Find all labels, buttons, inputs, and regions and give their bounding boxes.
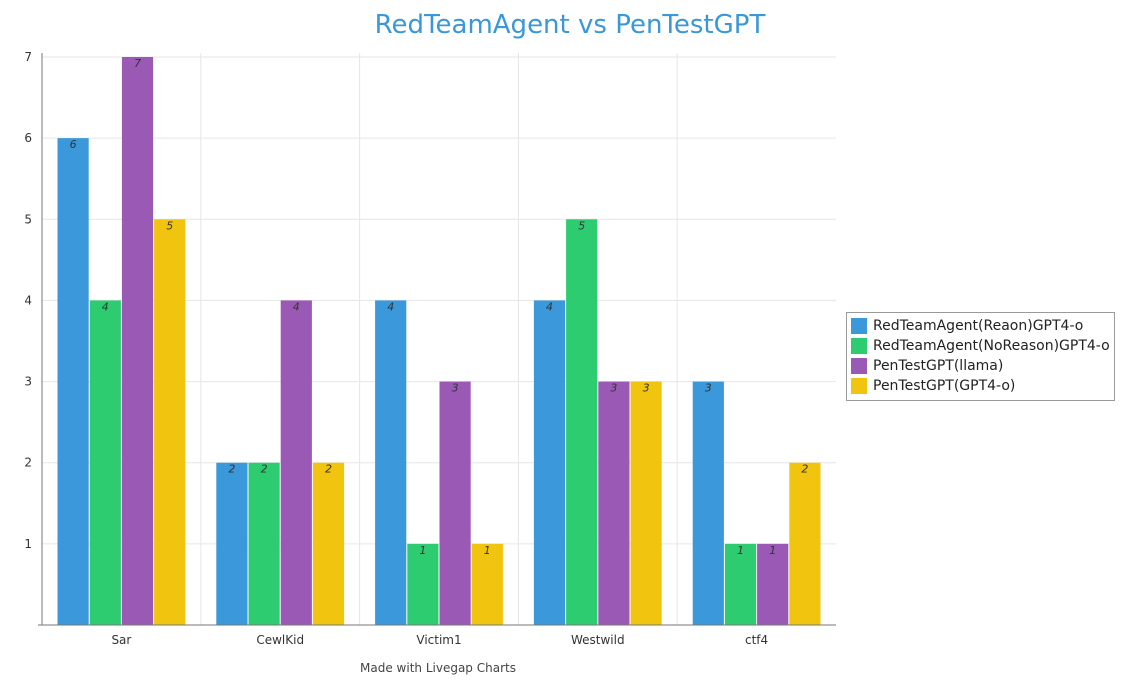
y-tick-label: 4 (24, 293, 32, 307)
data-label: 2 (261, 463, 268, 476)
data-label: 2 (801, 463, 808, 476)
y-tick-label: 1 (24, 537, 32, 551)
data-label: 5 (578, 219, 585, 232)
footer-credit: Made with Livegap Charts (360, 661, 516, 675)
data-label: 1 (769, 544, 776, 557)
legend-item[interactable]: PenTestGPT(GPT4-o) (851, 376, 1114, 396)
legend-swatch (851, 338, 867, 354)
bar (216, 462, 248, 625)
chart-title: RedTeamAgent vs PenTestGPT (374, 10, 766, 40)
bar (89, 300, 121, 625)
data-label: 5 (166, 219, 173, 232)
legend-swatch (851, 378, 867, 394)
bar (121, 57, 154, 625)
data-label: 1 (484, 544, 491, 557)
data-label: 3 (610, 382, 617, 395)
bar (407, 543, 439, 625)
bar (154, 219, 186, 626)
legend-label: PenTestGPT(GPT4-o) (873, 378, 1016, 394)
y-tick-label: 5 (24, 212, 32, 226)
bar (533, 300, 566, 625)
x-tick-label: Sar (111, 633, 131, 647)
data-label: 3 (643, 382, 650, 395)
data-label: 7 (134, 57, 141, 70)
data-label: 2 (325, 463, 332, 476)
legend-swatch (851, 318, 867, 334)
legend-item[interactable]: PenTestGPT(llama) (851, 356, 1114, 376)
bar (248, 462, 280, 625)
legend-swatch (851, 358, 867, 374)
y-tick-label: 7 (24, 50, 32, 64)
y-tick-label: 6 (24, 131, 32, 145)
data-label: 3 (705, 382, 712, 395)
data-label: 4 (546, 300, 553, 313)
bar (471, 543, 503, 625)
data-label: 6 (70, 138, 77, 151)
y-tick-label: 2 (24, 456, 32, 470)
legend-label: RedTeamAgent(NoReason)GPT4-o (873, 338, 1110, 354)
legend-label: RedTeamAgent(Reaon)GPT4-o (873, 318, 1084, 334)
legend-label: PenTestGPT(llama) (873, 358, 1004, 374)
bar (566, 219, 598, 626)
y-tick-label: 3 (24, 375, 32, 389)
bar (375, 300, 407, 625)
bar (630, 381, 662, 625)
data-label: 4 (387, 300, 394, 313)
bar (757, 543, 789, 625)
data-label: 4 (102, 300, 109, 313)
legend-item[interactable]: RedTeamAgent(NoReason)GPT4-o (851, 336, 1114, 356)
data-label: 2 (228, 463, 235, 476)
bar (692, 381, 724, 625)
x-tick-label: Westwild (571, 633, 625, 647)
x-tick-label: ctf4 (745, 633, 768, 647)
data-label: 4 (293, 300, 300, 313)
legend-item[interactable]: RedTeamAgent(Reaon)GPT4-o (851, 316, 1114, 336)
data-label: 1 (419, 544, 426, 557)
bar (312, 462, 345, 625)
bar (598, 381, 630, 625)
chart-legend: RedTeamAgent(Reaon)GPT4-o RedTeamAgent(N… (846, 312, 1115, 401)
x-tick-label: Victim1 (416, 633, 461, 647)
bar (57, 138, 89, 625)
bar (724, 543, 757, 625)
data-label: 3 (452, 382, 459, 395)
bar (280, 300, 312, 625)
bar (789, 462, 821, 625)
data-label: 1 (737, 544, 744, 557)
bar (439, 381, 471, 625)
x-tick-label: CewlKid (256, 633, 304, 647)
